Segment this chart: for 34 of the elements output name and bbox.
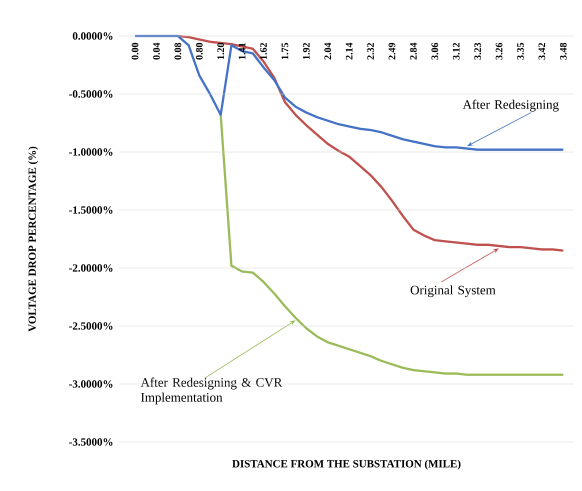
x-tick-label: 2.49 xyxy=(388,42,396,60)
x-axis-title: DISTANCE FROM THE SUBSTATION (MILE) xyxy=(232,460,460,470)
x-tick-label: 3.35 xyxy=(517,42,524,60)
x-tick-label: 3.26 xyxy=(496,42,502,60)
x-tick-label: 1.20 xyxy=(217,42,224,60)
y-tick-label: -2.5000% xyxy=(69,322,112,330)
x-tick-label: 3.23 xyxy=(474,42,482,60)
y-tick-label: 0.0000% xyxy=(72,32,112,40)
x-tick-label: 1.92 xyxy=(302,42,310,60)
x-tick-label: 2.84 xyxy=(410,42,417,60)
x-tick-label: 1.41 xyxy=(238,43,246,60)
x-tick-label: 1.75 xyxy=(282,42,288,60)
x-tick-label: 2.14 xyxy=(346,42,353,60)
x-tick-label: 0.08 xyxy=(174,42,182,60)
y-tick-label: -1.5000% xyxy=(69,206,112,214)
x-tick-label: 0.80 xyxy=(196,42,203,60)
y-tick-label: -1.0000% xyxy=(69,148,112,156)
text: Original System xyxy=(410,285,496,298)
y-tick-label: -2.0000% xyxy=(69,264,112,272)
x-tick-label: 3.42 xyxy=(538,42,546,60)
text: After Redesigning & CVR Implementation xyxy=(140,378,282,404)
y-tick-label: -3.5000% xyxy=(69,438,112,446)
x-tick-label: 3.12 xyxy=(452,42,460,60)
x-tick-label: 3.48 xyxy=(560,42,567,60)
x-tick-label: 3.06 xyxy=(431,42,438,60)
y-tick-label: -0.5000% xyxy=(69,90,112,98)
x-tick-label: 0.04 xyxy=(153,42,160,60)
x-tick-label: 2.04 xyxy=(324,42,332,60)
x-tick-label: 2.32 xyxy=(367,42,374,60)
y-tick-label: -3.0000% xyxy=(69,380,112,388)
x-tick-label: 1.62 xyxy=(260,42,267,60)
text: After Redesigning xyxy=(462,100,559,112)
y-axis-title: VOLTAGE DROP PERCENTAGE (%) xyxy=(28,146,38,332)
x-tick-label: 0.00 xyxy=(132,42,138,60)
